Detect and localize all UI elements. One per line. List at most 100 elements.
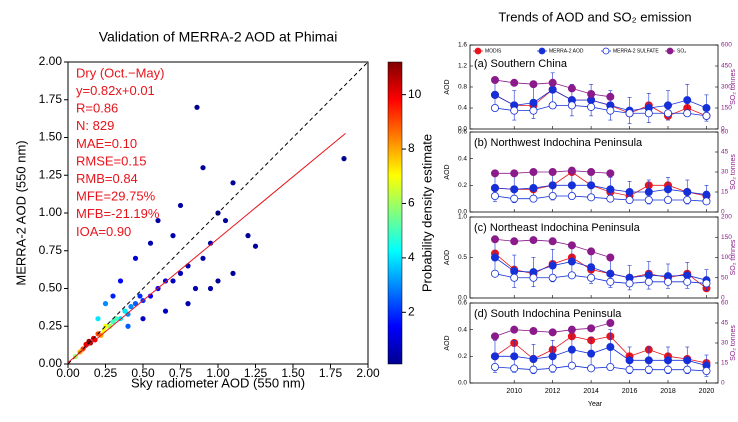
series-line (494, 335, 707, 364)
data-point (606, 169, 615, 178)
y-tick-label: 0.8 (458, 84, 467, 91)
data-point (664, 356, 673, 365)
data-point (644, 109, 653, 118)
y-axis-label: AOD (444, 250, 451, 265)
data-point (147, 240, 154, 246)
colorbar-tick-label: 6 (408, 196, 415, 210)
data-point (644, 187, 653, 196)
data-point (95, 316, 101, 322)
data-point (683, 187, 692, 196)
panel-title: (c) Northeast Indochina Peninsula (474, 222, 641, 234)
data-point (664, 277, 673, 286)
colorbar-label: Probability density estimate (419, 134, 434, 292)
annotation: RMB=0.84 (76, 171, 138, 186)
y2-tick-label: 0 (721, 126, 725, 133)
y2-tick-label: 200 (721, 214, 732, 221)
data-point (222, 217, 229, 224)
x-tick-label: 0.50 (131, 366, 155, 380)
data-point (606, 269, 615, 278)
y2-tick-label: 60 (721, 129, 729, 136)
x-axis-label: Sky radiometer AOD (550 nm) (131, 375, 305, 390)
data-point (125, 323, 131, 329)
data-point (683, 365, 692, 374)
data-point (170, 233, 176, 239)
data-point (147, 293, 154, 299)
legend-label: SO₂ (677, 48, 686, 54)
x-tick-label: 1.25 (244, 366, 268, 380)
y-tick-label: 0.4 (458, 326, 467, 333)
y-tick-label: 1.0 (458, 214, 467, 221)
x-tick-label: 0.00 (56, 366, 80, 380)
data-point (162, 278, 169, 284)
data-point (548, 191, 557, 200)
data-point (606, 318, 615, 327)
data-point (587, 193, 596, 202)
data-point (230, 270, 236, 276)
y-tick-label: 0.5 (458, 254, 467, 261)
data-point (490, 253, 499, 262)
y2-tick-label: 50 (721, 274, 729, 281)
data-point (490, 76, 499, 85)
data-point (567, 241, 576, 250)
data-point (606, 277, 615, 286)
data-point (137, 293, 143, 299)
data-point (567, 257, 576, 266)
data-point (490, 191, 499, 200)
legend-marker (602, 47, 610, 55)
data-point (567, 191, 576, 200)
data-point (341, 156, 347, 162)
data-point (587, 263, 596, 272)
y-tick-label: 0.2 (458, 353, 467, 360)
data-point (702, 366, 711, 375)
data-point (664, 195, 673, 204)
data-point (185, 301, 191, 307)
data-point (548, 167, 557, 176)
data-point (548, 181, 557, 190)
chart-title: Validation of MERRA-2 AOD at Phimai (99, 29, 338, 45)
data-point (548, 328, 557, 337)
data-point (548, 85, 557, 94)
data-point (702, 104, 711, 113)
data-point (230, 180, 236, 186)
data-point (587, 167, 596, 176)
data-point (548, 78, 557, 87)
y-tick-label: 1.50 (39, 130, 63, 144)
legend-marker (666, 47, 674, 55)
data-point (587, 364, 596, 373)
data-point (548, 101, 557, 110)
data-point (510, 106, 519, 115)
data-point (529, 183, 538, 192)
data-point (177, 270, 184, 276)
y-tick-label: 0.0 (458, 380, 467, 387)
legend-label: MERRA-2 SULFATE (613, 48, 659, 54)
y2-tick-label: 0 (721, 209, 725, 216)
data-point (177, 202, 184, 209)
data-point (567, 345, 576, 354)
data-point (644, 277, 653, 286)
data-point (625, 365, 634, 374)
y2-tick-label: 600 (721, 42, 732, 49)
y-tick-label: 0.2 (458, 182, 467, 189)
y-axis-label: AOD (444, 79, 451, 94)
data-point (683, 195, 692, 204)
data-point (529, 98, 538, 107)
x-tick-label: 2.00 (356, 366, 380, 380)
y2-tick-label: 15 (721, 360, 729, 367)
data-point (702, 279, 711, 288)
data-point (510, 169, 519, 178)
data-point (587, 90, 596, 99)
data-point (529, 167, 538, 176)
x-tick-label: 0.25 (94, 366, 118, 380)
y2-tick-label: 15 (721, 189, 729, 196)
data-point (644, 195, 653, 204)
y-tick-label: 0.4 (458, 155, 467, 162)
data-point (567, 166, 576, 175)
x-tick-label: 2012 (545, 388, 561, 395)
data-point (155, 217, 161, 224)
data-point (587, 181, 596, 190)
fit-line (67, 133, 346, 363)
data-point (510, 325, 519, 334)
data-point (102, 301, 109, 307)
y2-axis-label: SO₂ tonnes (730, 69, 737, 105)
